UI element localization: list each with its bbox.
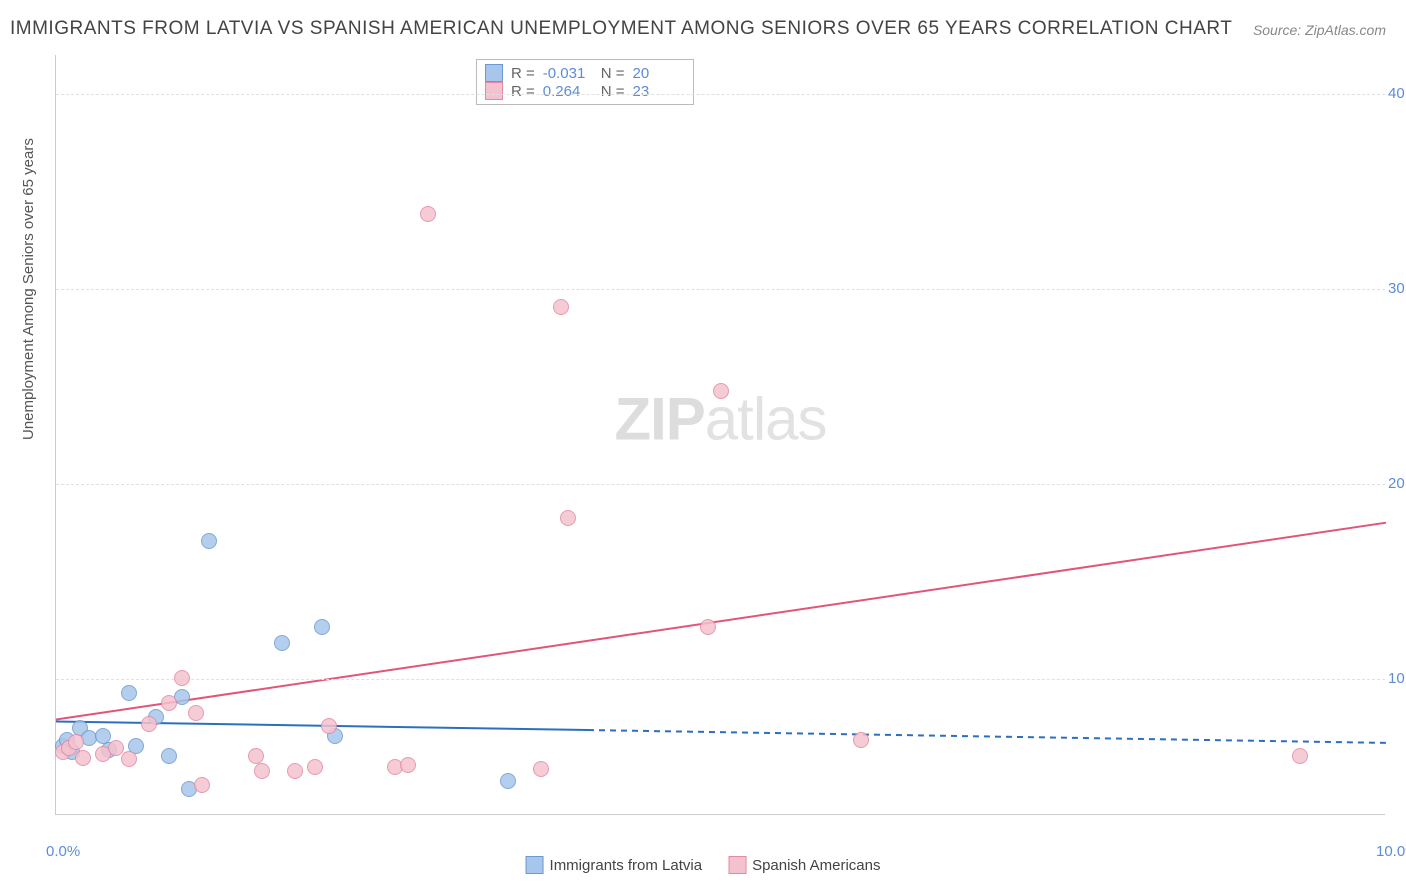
data-point xyxy=(75,750,91,766)
plot-area: ZIPatlas R = -0.031 N = 20R = 0.264 N = … xyxy=(55,55,1385,815)
y-tick-label: 40.0% xyxy=(1388,85,1406,102)
data-point xyxy=(161,748,177,764)
data-point xyxy=(287,763,303,779)
stat-n-value: 20 xyxy=(633,65,683,82)
data-point xyxy=(560,510,576,526)
x-tick-label: 0.0% xyxy=(46,843,80,860)
stat-n-label: N = xyxy=(601,65,625,82)
data-point xyxy=(254,763,270,779)
data-point xyxy=(1292,748,1308,764)
y-axis-title: Unemployment Among Seniors over 65 years xyxy=(20,138,37,440)
data-point xyxy=(174,670,190,686)
data-point xyxy=(400,757,416,773)
data-point xyxy=(420,206,436,222)
watermark-bold: ZIP xyxy=(614,386,704,453)
stat-n-value: 23 xyxy=(633,83,683,100)
data-point xyxy=(194,777,210,793)
data-point xyxy=(713,383,729,399)
legend-swatch xyxy=(485,64,503,82)
source-label: Source: ZipAtlas.com xyxy=(1253,22,1386,38)
gridline xyxy=(56,94,1385,95)
legend-item: Spanish Americans xyxy=(728,856,880,874)
data-point xyxy=(853,732,869,748)
gridline xyxy=(56,289,1385,290)
chart-title: IMMIGRANTS FROM LATVIA VS SPANISH AMERIC… xyxy=(10,18,1232,40)
x-tick-label: 10.0% xyxy=(1376,843,1406,860)
stat-r-label: R = xyxy=(511,65,535,82)
stats-legend-row: R = -0.031 N = 20 xyxy=(485,64,683,82)
data-point xyxy=(188,705,204,721)
trend-lines xyxy=(56,55,1385,814)
legend-label: Spanish Americans xyxy=(752,857,880,874)
data-point xyxy=(533,761,549,777)
data-point xyxy=(248,748,264,764)
data-point xyxy=(108,740,124,756)
data-point xyxy=(321,718,337,734)
legend-swatch xyxy=(485,82,503,100)
data-point xyxy=(161,695,177,711)
legend-item: Immigrants from Latvia xyxy=(526,856,703,874)
data-point xyxy=(700,619,716,635)
stat-r-value: -0.031 xyxy=(543,65,593,82)
data-point xyxy=(314,619,330,635)
stat-r-label: R = xyxy=(511,83,535,100)
data-point xyxy=(121,685,137,701)
data-point xyxy=(307,759,323,775)
stats-legend: R = -0.031 N = 20R = 0.264 N = 23 xyxy=(476,59,694,105)
data-point xyxy=(68,734,84,750)
data-point xyxy=(141,716,157,732)
legend-swatch xyxy=(728,856,746,874)
stat-n-label: N = xyxy=(601,83,625,100)
data-point xyxy=(121,751,137,767)
legend-label: Immigrants from Latvia xyxy=(550,857,703,874)
legend-swatch xyxy=(526,856,544,874)
y-tick-label: 10.0% xyxy=(1388,670,1406,687)
stat-r-value: 0.264 xyxy=(543,83,593,100)
y-tick-label: 30.0% xyxy=(1388,280,1406,297)
gridline xyxy=(56,679,1385,680)
y-tick-label: 20.0% xyxy=(1388,475,1406,492)
gridline xyxy=(56,484,1385,485)
data-point xyxy=(553,299,569,315)
bottom-legend: Immigrants from Latvia Spanish Americans xyxy=(526,856,881,874)
data-point xyxy=(500,773,516,789)
stats-legend-row: R = 0.264 N = 23 xyxy=(485,82,683,100)
data-point xyxy=(201,533,217,549)
data-point xyxy=(274,635,290,651)
